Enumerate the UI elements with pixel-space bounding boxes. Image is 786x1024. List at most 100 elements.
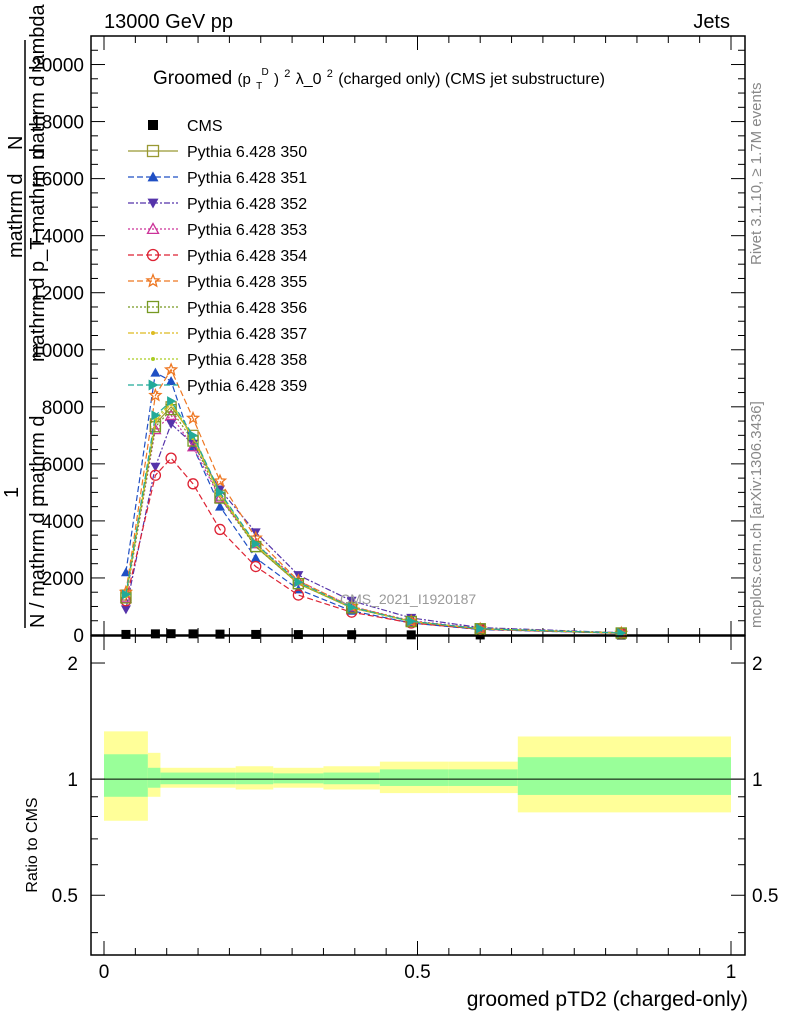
data-point <box>189 430 199 441</box>
legend-marker <box>146 144 160 158</box>
legend-marker <box>148 120 158 130</box>
title-formula: (p <box>237 71 250 88</box>
ylabel-extra: mathrm d lambda <box>27 4 49 160</box>
data-point <box>187 478 199 490</box>
data-point <box>213 491 227 503</box>
ratio-band-inner-8 <box>517 757 731 795</box>
ratio-band-inner-4 <box>273 773 324 784</box>
main-ylabel: mathrm d N mathrm d lambda mathrm d p_T … <box>1 4 49 628</box>
legend-entry-4: Pythia 6.428 353 <box>128 222 307 239</box>
data-point <box>294 577 304 588</box>
legend: CMS Pythia 6.428 350 Pythia 6.428 351 Pythi… <box>128 118 307 395</box>
data-point <box>121 589 131 600</box>
data-point <box>407 616 417 627</box>
title-tail: (charged only) (CMS jet substructure) <box>338 71 605 88</box>
data-point <box>248 530 263 545</box>
data-point <box>165 452 177 464</box>
y-tick-label: 12000 <box>31 284 84 305</box>
legend-label: Pythia 6.428 355 <box>187 274 307 291</box>
data-point <box>188 629 198 639</box>
legend-marker <box>151 331 155 335</box>
ratio-y-tick-label-right: 0.5 <box>752 886 778 907</box>
legend-label: Pythia 6.428 350 <box>187 144 307 161</box>
analysis-watermark: CMS_2021_I1920187 <box>340 591 476 607</box>
y-tick-label: 0 <box>73 626 84 647</box>
title-sup-d: D <box>262 67 269 78</box>
header-collision-label: 13000 GeV pp <box>104 11 233 33</box>
legend-entry-6: Pythia 6.428 355 <box>128 272 307 291</box>
legend-marker <box>145 272 161 288</box>
ratio-y-tick-label: 0.5 <box>52 886 78 907</box>
ylabel-bottom-2: N / mathrm d p <box>27 496 49 628</box>
legend-marker <box>146 222 160 235</box>
data-point <box>292 589 305 601</box>
title-sup-2: 2 <box>284 68 290 80</box>
rivet-version-label: Rivet 3.1.10, ≥ 1.7M events <box>748 83 765 266</box>
legend-marker <box>151 357 155 361</box>
series-line-5 <box>125 457 622 634</box>
data-point <box>292 578 305 590</box>
legend-entry-9: Pythia 6.428 358 <box>128 352 307 369</box>
y-tick-label: 14000 <box>31 227 84 248</box>
ratio-y-tick-label: 2 <box>67 654 78 675</box>
legend-entry-0: CMS <box>148 118 223 135</box>
legend-marker <box>148 379 159 391</box>
legend-entry-1: Pythia 6.428 350 <box>128 144 307 161</box>
ylabel-top-n: N <box>5 136 27 150</box>
legend-label: CMS <box>187 118 223 135</box>
svg-text:Groomed (p T: Groomed (p T D ) 2 λ_0 2 (charged only) … <box>153 59 605 94</box>
data-point <box>185 410 201 425</box>
legend-entry-5: Pythia 6.428 354 <box>128 248 307 265</box>
data-point <box>120 605 131 615</box>
ratio-plot: 0 0.5 1 0.5 0.5 1 1 2 2 <box>52 635 778 983</box>
data-point <box>150 629 160 639</box>
data-point <box>250 552 261 562</box>
legend-entry-8: Pythia 6.428 357 <box>128 326 307 343</box>
data-point <box>150 367 161 377</box>
data-point <box>214 501 225 511</box>
legend-label: Pythia 6.428 356 <box>187 300 307 317</box>
title-close: ) <box>274 71 279 88</box>
data-point <box>293 630 303 640</box>
data-point <box>476 623 486 634</box>
ratio-band-inner-7 <box>448 769 518 786</box>
data-point <box>347 602 357 613</box>
ratio-band-inner-1 <box>147 767 161 788</box>
main-plot: 0 2000 4000 6000 8000 10000 12000 14000 16000 180… <box>31 35 746 647</box>
ratio-band-inner-5 <box>323 772 380 785</box>
data-point <box>121 629 131 639</box>
data-point <box>215 629 225 639</box>
ratio-band-inner-3 <box>235 772 274 785</box>
y-tick-label: 6000 <box>42 455 84 476</box>
y-tick-label: 18000 <box>31 113 84 134</box>
data-point <box>166 376 177 386</box>
y-tick-label: 8000 <box>42 398 84 419</box>
plot-title: Groomed (p T D ) 2 λ_0 2 (charged only) … <box>153 59 605 94</box>
legend-label: Pythia 6.428 354 <box>187 248 307 265</box>
data-point <box>473 621 488 636</box>
legend-label: Pythia 6.428 351 <box>187 170 307 187</box>
legend-marker <box>146 300 160 314</box>
ratio-y-tick-label: 1 <box>67 770 78 791</box>
legend-marker <box>147 171 159 182</box>
data-point <box>166 419 177 429</box>
data-point <box>163 362 179 376</box>
data-point <box>167 396 177 407</box>
series-10 <box>121 396 627 638</box>
header-process-label: Jets <box>693 11 730 33</box>
legend-entry-10: Pythia 6.428 359 <box>128 378 307 395</box>
legend-label: Pythia 6.428 358 <box>187 352 307 369</box>
series-5 <box>120 452 627 639</box>
x-tick-label: 0 <box>99 962 110 983</box>
x-tick-label: 1 <box>726 962 737 983</box>
data-point <box>250 560 262 573</box>
legend-label: Pythia 6.428 359 <box>187 378 307 395</box>
ylabel-top: mathrm d <box>5 174 27 258</box>
ratio-y-tick-label-right: 1 <box>752 770 763 791</box>
ylabel-bottom: mathrm d <box>27 416 49 500</box>
data-point <box>406 630 416 640</box>
data-point <box>214 523 226 536</box>
ratio-ylabel: Ratio to CMS <box>24 797 41 892</box>
y-tick-label: 2000 <box>42 569 84 590</box>
legend-marker <box>147 198 159 209</box>
